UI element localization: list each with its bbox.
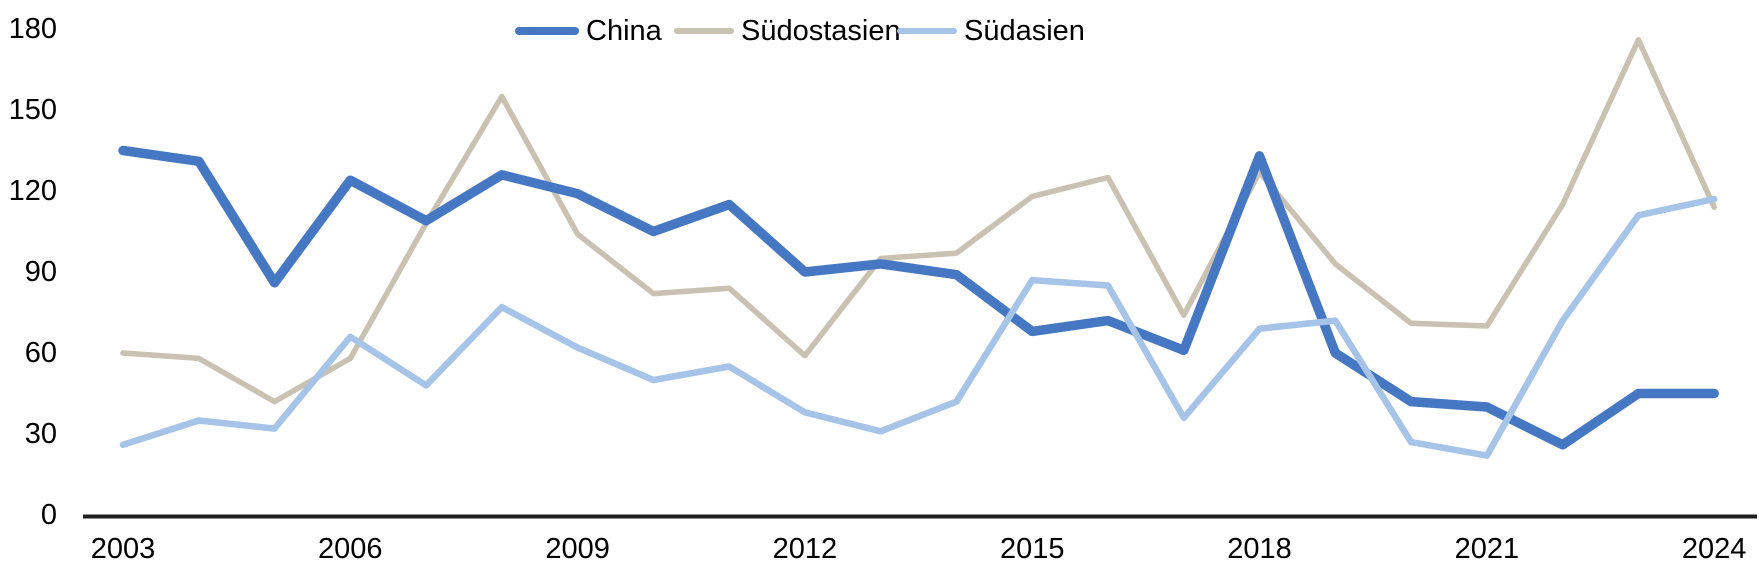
y-tick-label-60: 60 — [24, 337, 57, 369]
legend-swatch-s-dasien — [897, 28, 957, 34]
x-tick-label-2024: 2024 — [1681, 533, 1747, 565]
x-tick-label-2012: 2012 — [772, 533, 838, 565]
y-tick-label-90: 90 — [24, 256, 57, 288]
series-line-china — [118, 145, 1719, 450]
x-tick-label-2006: 2006 — [318, 533, 383, 565]
y-tick-label-30: 30 — [24, 418, 57, 450]
legend-swatch-s-dostasien — [674, 28, 734, 34]
x-tick-label-2015: 2015 — [999, 533, 1065, 565]
series-line-s-dostasien — [120, 37, 1717, 405]
legend-label-china: China — [586, 15, 662, 47]
x-tick-label-2018: 2018 — [1227, 533, 1292, 565]
y-tick-label-0: 0 — [40, 499, 57, 531]
legend-item-s-dostasien: Südostasien — [674, 13, 901, 49]
y-tick-label-150: 150 — [8, 94, 57, 126]
legend-label-s-dostasien: Südostasien — [741, 15, 901, 47]
legend-label-s-dasien: Südasien — [964, 15, 1085, 47]
legend-swatch-china — [515, 27, 579, 35]
y-tick-label-180: 180 — [8, 13, 57, 45]
x-tick-label-2021: 2021 — [1454, 533, 1520, 565]
x-tick-label-2003: 2003 — [90, 533, 156, 565]
x-tick-label-2009: 2009 — [545, 533, 610, 565]
y-tick-label-120: 120 — [8, 175, 57, 207]
series-line-s-dasien — [119, 195, 1718, 459]
legend-item-s-dasien: Südasien — [897, 13, 1085, 49]
legend-item-china: China — [515, 13, 662, 49]
